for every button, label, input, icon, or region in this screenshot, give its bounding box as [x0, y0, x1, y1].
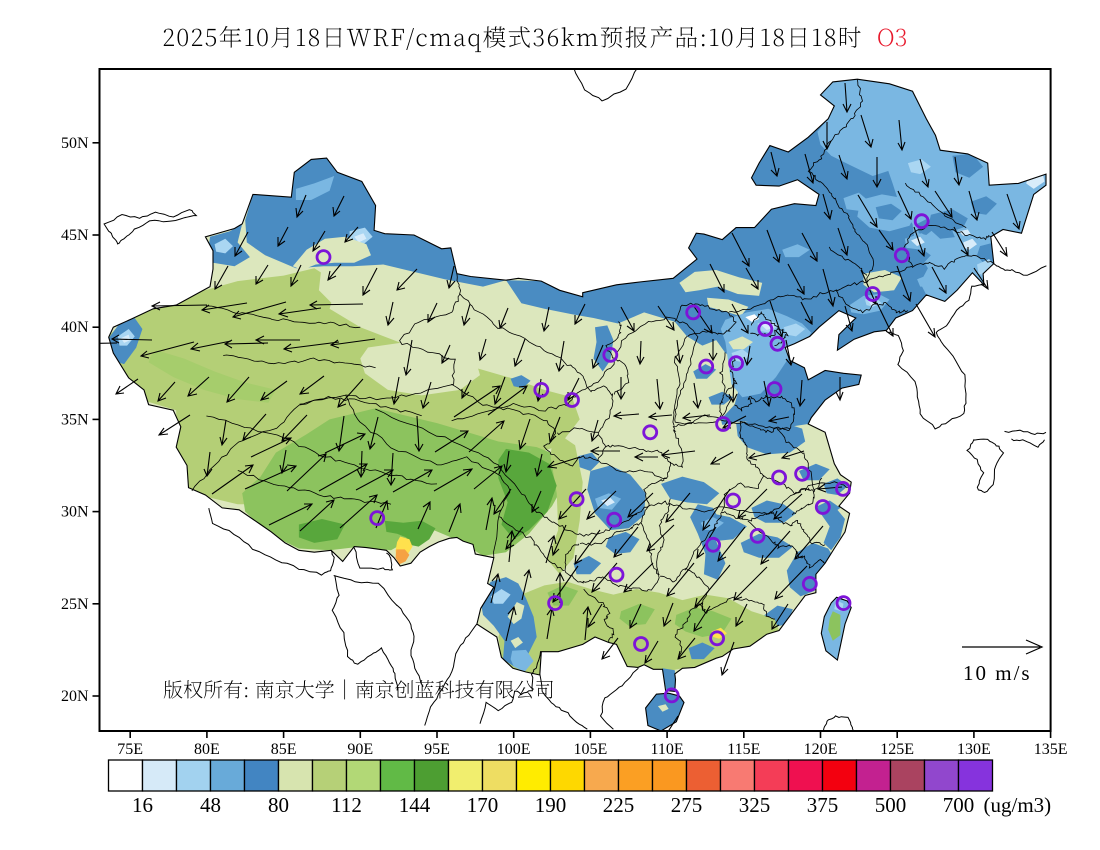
svg-text:85E: 85E	[271, 741, 297, 758]
svg-text:45N: 45N	[61, 227, 89, 244]
svg-text:144: 144	[399, 793, 431, 817]
svg-text:80E: 80E	[194, 741, 220, 758]
svg-text:120E: 120E	[804, 741, 838, 758]
svg-text:40N: 40N	[61, 319, 89, 336]
svg-text:75E: 75E	[117, 741, 143, 758]
svg-text:225: 225	[603, 793, 635, 817]
svg-text:30N: 30N	[61, 504, 89, 521]
svg-text:80: 80	[268, 793, 289, 817]
svg-text:(ug/m3): (ug/m3)	[984, 793, 1052, 817]
svg-text:375: 375	[807, 793, 839, 817]
svg-text:95E: 95E	[424, 741, 450, 758]
svg-text:135E: 135E	[1034, 741, 1068, 758]
svg-text:700: 700	[943, 793, 975, 817]
svg-text:110E: 110E	[651, 741, 684, 758]
svg-text:190: 190	[535, 793, 567, 817]
svg-text:130E: 130E	[957, 741, 991, 758]
svg-text:275: 275	[671, 793, 703, 817]
svg-text:50N: 50N	[61, 135, 89, 152]
svg-text:325: 325	[739, 793, 771, 817]
svg-text:16: 16	[132, 793, 153, 817]
svg-text:90E: 90E	[347, 741, 373, 758]
svg-text:170: 170	[467, 793, 499, 817]
svg-text:20N: 20N	[61, 688, 89, 705]
svg-text:48: 48	[200, 793, 221, 817]
svg-text:112: 112	[331, 793, 362, 817]
svg-text:105E: 105E	[574, 741, 608, 758]
svg-text:25N: 25N	[61, 596, 89, 613]
svg-text:115E: 115E	[727, 741, 760, 758]
svg-text:125E: 125E	[880, 741, 914, 758]
svg-text:35N: 35N	[61, 411, 89, 428]
svg-text:100E: 100E	[497, 741, 531, 758]
svg-text:500: 500	[875, 793, 907, 817]
svg-text:10 m/s: 10 m/s	[963, 661, 1032, 685]
